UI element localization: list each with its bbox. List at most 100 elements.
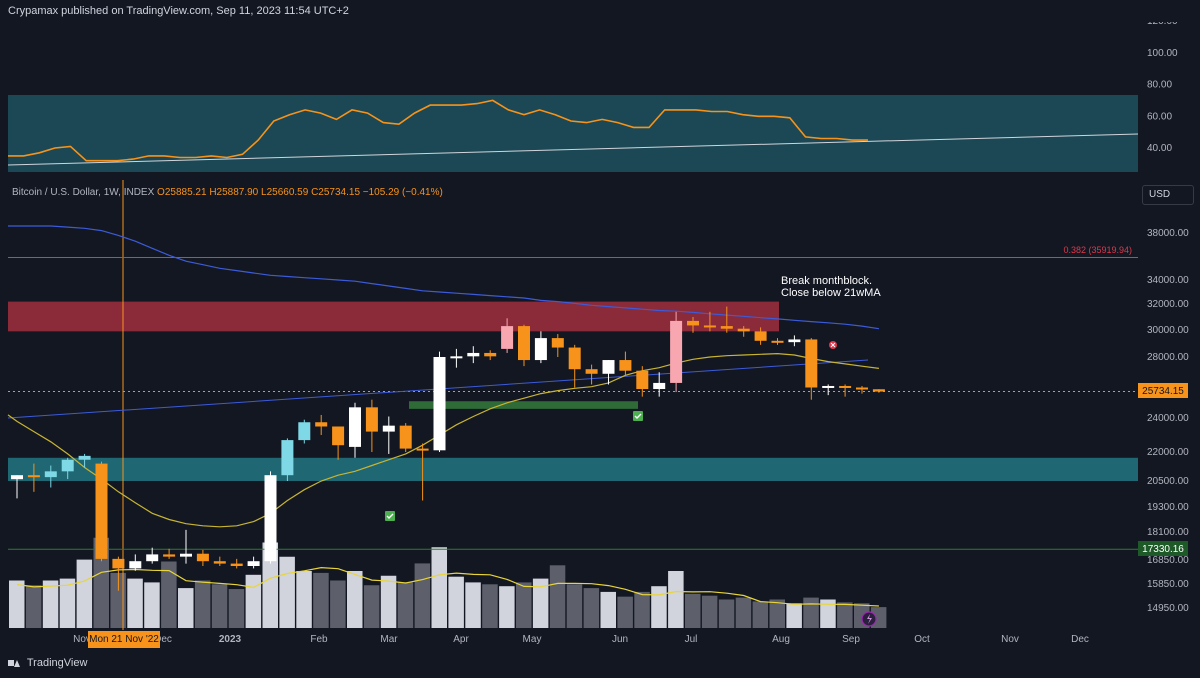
price-axis-tick: 28000.00 [1147,352,1189,363]
volume-bar [499,586,515,628]
lightning-icon[interactable] [861,611,877,627]
candle [112,556,125,591]
volume-bar [651,586,667,628]
volume-bar [431,547,447,628]
candle [518,324,530,367]
candle [450,348,463,368]
candle [551,334,564,357]
candle [213,556,226,566]
candle [163,548,176,559]
time-axis-tick: Nov [1001,634,1019,645]
time-axis-tick: Sep [842,634,860,645]
volume-bar [59,578,76,628]
osc-axis-tick: 40.00 [1147,143,1172,154]
cross-marker [829,341,837,349]
time-axis-tick: 2023 [219,634,242,645]
price-chart-pane[interactable]: 38000.00 34000.00 32000.00 30000.00 28000.00… [0,180,1200,630]
osc-axis-tick: 60.00 [1147,111,1172,122]
volume-bar [668,571,684,628]
publish-header: Crypamax published on TradingView.com, S… [0,0,1200,22]
volume-bar [25,585,42,628]
candle [95,461,108,562]
tradingview-brand: TradingView [26,657,88,669]
publish-info: Crypamax published on TradingView.com, S… [8,5,349,17]
fib-label: 0.382 (35919.94) [1063,245,1132,255]
time-axis-tick: Mar [380,634,398,645]
volume-bar [76,559,93,628]
volume-bar [296,571,312,628]
candle [501,318,514,353]
volume-bar [566,584,583,628]
time-axis-tick: Jun [612,634,628,645]
candle [856,385,868,394]
volume-bar [144,582,160,628]
volume-bar [448,576,464,628]
volume-bar [583,588,600,628]
volume-bar [617,596,633,628]
time-axis-tick: Aug [772,634,790,645]
candle [44,465,57,488]
candle [129,554,142,571]
candle [636,366,649,397]
volume-bar [803,597,819,628]
volume-bar [330,580,346,628]
volume-bar [194,580,211,628]
candle [619,351,632,376]
volume-bar [211,584,228,628]
candle [433,351,446,452]
volume-bar [313,572,329,628]
time-axis[interactable]: Nov Dec 2023 Feb Mar Apr May Jun Jul Aug Sep Oct Nov… [0,628,1200,652]
price-axis-tick: 38000.00 [1147,228,1189,239]
time-axis-tick: Jul [685,634,698,645]
candle [720,306,733,333]
zone-red-monthblock [8,301,779,332]
candle [687,317,699,333]
check-marker-mar [385,511,395,521]
zone-green-demand [409,401,638,409]
price-axis-tick: 22000.00 [1147,447,1189,458]
oscillator-pane[interactable]: 120.00 100.00 80.00 60.00 40.00 [0,22,1200,177]
price-axis-tick: 14950.00 [1147,603,1189,614]
candle [653,372,666,397]
volume-bar [9,580,25,628]
tradingview-logo-icon [8,658,20,668]
candle [365,399,378,452]
volume-bar [93,537,109,628]
ma-blue-line [8,225,879,330]
candle [585,364,598,385]
candle [872,389,885,393]
price-axis-tick: 16850.00 [1147,555,1189,566]
volume-bar [701,595,718,628]
candle [281,438,294,481]
candle [754,327,767,345]
volume-bar [397,582,414,628]
candle [247,556,260,569]
volume-bar [482,584,498,628]
candle [298,419,311,444]
last-price-label: 25734.15 [1142,386,1184,397]
candle [180,529,192,564]
osc-axis-tick: 120.00 [1147,22,1178,27]
candle [484,350,497,361]
symbol-legend: Bitcoin / U.S. Dollar, 1W, INDEX O25885.… [12,187,443,198]
level-price-label: 17330.16 [1142,544,1184,555]
time-axis-tick: Oct [914,634,930,645]
tradingview-logo[interactable]: TradingView [8,657,87,669]
candle [230,558,243,569]
candle [822,384,835,396]
volume-bar [347,571,363,628]
volume-bar [837,602,853,628]
candle [568,344,581,388]
price-axis-tick: 15850.00 [1147,579,1189,590]
annotation-line-2: Close below 21wMA [781,287,881,299]
price-axis-tick: 30000.00 [1147,325,1189,336]
oscillator-zone [8,95,1138,172]
volume-bar [735,597,752,628]
price-axis-tick: 20500.00 [1147,476,1189,487]
time-axis-tick: Apr [453,634,469,645]
volume-bar [414,563,431,628]
time-axis-tick: Nov [73,634,91,645]
chart-annotation: Break monthblock. Close below 21wMA [781,275,881,299]
currency-button[interactable]: USD [1142,185,1194,205]
osc-axis-tick: 100.00 [1147,48,1178,59]
